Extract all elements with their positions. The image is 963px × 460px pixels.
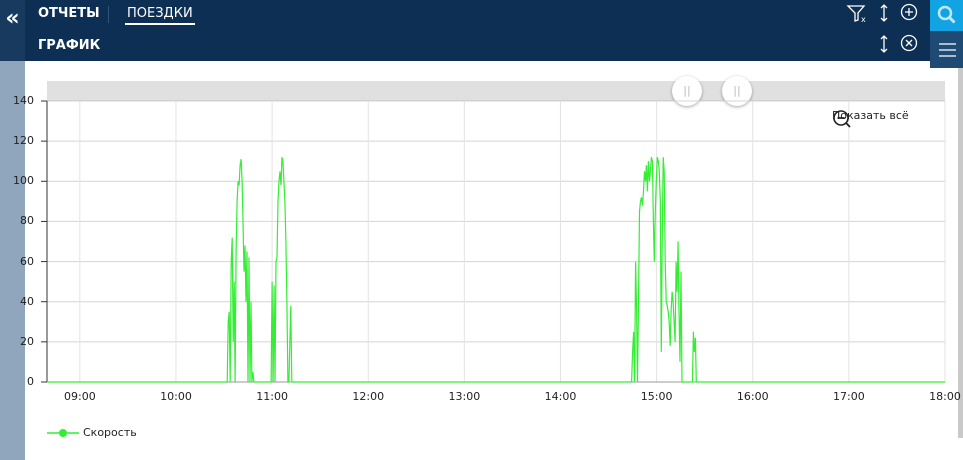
y-tick-label: 40: [20, 294, 34, 308]
show-all-button[interactable]: Показать всё: [832, 109, 909, 128]
y-tick-label: 100: [13, 174, 34, 188]
zoom-out-icon: [833, 110, 851, 128]
x-tick-label: 18:00: [929, 390, 961, 403]
vertical-scrollbar[interactable]: [958, 68, 963, 438]
y-tick-label: 140: [13, 94, 34, 107]
sort-arrows-icon[interactable]: [877, 34, 891, 54]
menu-button[interactable]: [930, 31, 963, 68]
y-tick-label: 120: [13, 134, 34, 148]
sort-arrows-icon[interactable]: [877, 3, 891, 23]
plus-circle-icon[interactable]: [900, 3, 918, 21]
x-tick-label: 17:00: [833, 390, 865, 403]
collapse-panel-button[interactable]: «: [0, 0, 25, 61]
y-tick-label: 80: [20, 214, 34, 228]
header-bar: ОТЧЕТЫ ПОЕЗДКИ ГРАФИК x: [25, 0, 930, 61]
search-button[interactable]: [930, 0, 963, 31]
left-panel-strip: [0, 0, 25, 460]
x-tick-label: 13:00: [448, 390, 481, 403]
y-tick-label: 0: [27, 375, 34, 388]
x-tick-label: 09:00: [63, 390, 96, 403]
x-tick-label: 11:00: [256, 390, 288, 403]
legend-marker: [47, 428, 79, 437]
y-tick-label: 60: [20, 254, 34, 268]
y-tick-label: 20: [20, 334, 34, 348]
double-chevron-left-icon: «: [5, 6, 20, 31]
search-icon: [937, 5, 956, 24]
x-tick-label: 10:00: [160, 390, 192, 403]
x-tick-label: 16:00: [736, 390, 769, 403]
svg-text:x: x: [861, 15, 866, 24]
tab-divider: [108, 6, 109, 23]
legend-item-speed[interactable]: Скорость: [47, 426, 137, 439]
tab-reports[interactable]: ОТЧЕТЫ: [38, 6, 100, 21]
tab-trips[interactable]: ПОЕЗДКИ: [125, 6, 195, 25]
x-tick-label: 15:00: [640, 390, 673, 403]
x-tick-label: 14:00: [544, 390, 577, 403]
series-line-speed: [47, 157, 945, 383]
legend-label: Скорость: [83, 426, 137, 439]
section-title: ГРАФИК: [38, 38, 101, 53]
x-tick-label: 12:00: [352, 390, 385, 403]
show-all-label: Показать всё: [832, 109, 909, 122]
close-circle-icon[interactable]: [900, 34, 918, 52]
filter-clear-icon[interactable]: x: [845, 2, 869, 24]
